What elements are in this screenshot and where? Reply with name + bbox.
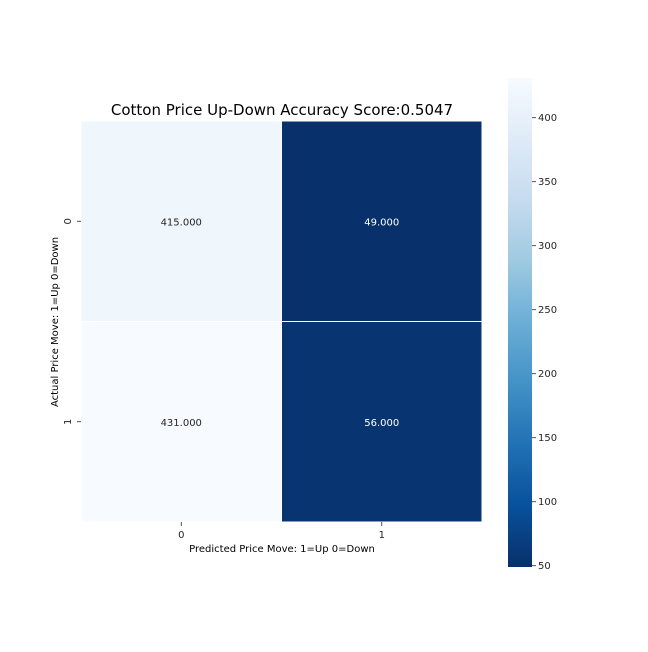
y-tick-label: 0 xyxy=(63,218,74,224)
heatmap-cells xyxy=(80,120,483,523)
colorbar-tick-label: 400 xyxy=(538,113,557,124)
colorbar-ticks: 50 100 150 200 250 300 350 400 xyxy=(532,113,557,572)
colorbar-tick-label: 250 xyxy=(538,305,557,316)
colorbar-tick-label: 200 xyxy=(538,369,557,380)
colorbar-tick-label: 100 xyxy=(538,497,557,508)
heatmap-cell-r0-c0 xyxy=(80,120,282,322)
x-tick-label: 1 xyxy=(379,530,385,541)
colorbar-tick-label: 300 xyxy=(538,241,557,252)
colorbar-tick-label: 350 xyxy=(538,177,557,188)
cell-annotation-r1-c1: 56.000 xyxy=(364,418,399,429)
colorbar-tick-label: 150 xyxy=(538,433,557,444)
heatmap-cell-r1-c1 xyxy=(281,321,483,523)
y-axis-label: Actual Price Move: 1=Up 0=Down xyxy=(50,237,61,407)
cell-annotation-r0-c1: 49.000 xyxy=(364,217,399,228)
y-axis-ticks: 01 xyxy=(63,218,81,425)
colorbar xyxy=(508,78,532,567)
y-tick-label: 1 xyxy=(63,419,74,425)
heatmap-cell-r1-c0 xyxy=(80,321,282,523)
x-axis-label: Predicted Price Move: 1=Up 0=Down xyxy=(189,544,375,555)
x-tick-label: 0 xyxy=(178,530,184,541)
cell-annotation-r1-c0: 431.000 xyxy=(161,418,202,429)
colorbar-tick-label: 50 xyxy=(538,561,551,572)
cell-annotation-r0-c0: 415.000 xyxy=(161,217,202,228)
heatmap-cell-r0-c1 xyxy=(281,120,483,322)
heatmap-annotations: 415.000 49.000 431.000 56.000 xyxy=(161,217,400,429)
chart-title: Cotton Price Up-Down Accuracy Score:0.50… xyxy=(111,101,453,119)
